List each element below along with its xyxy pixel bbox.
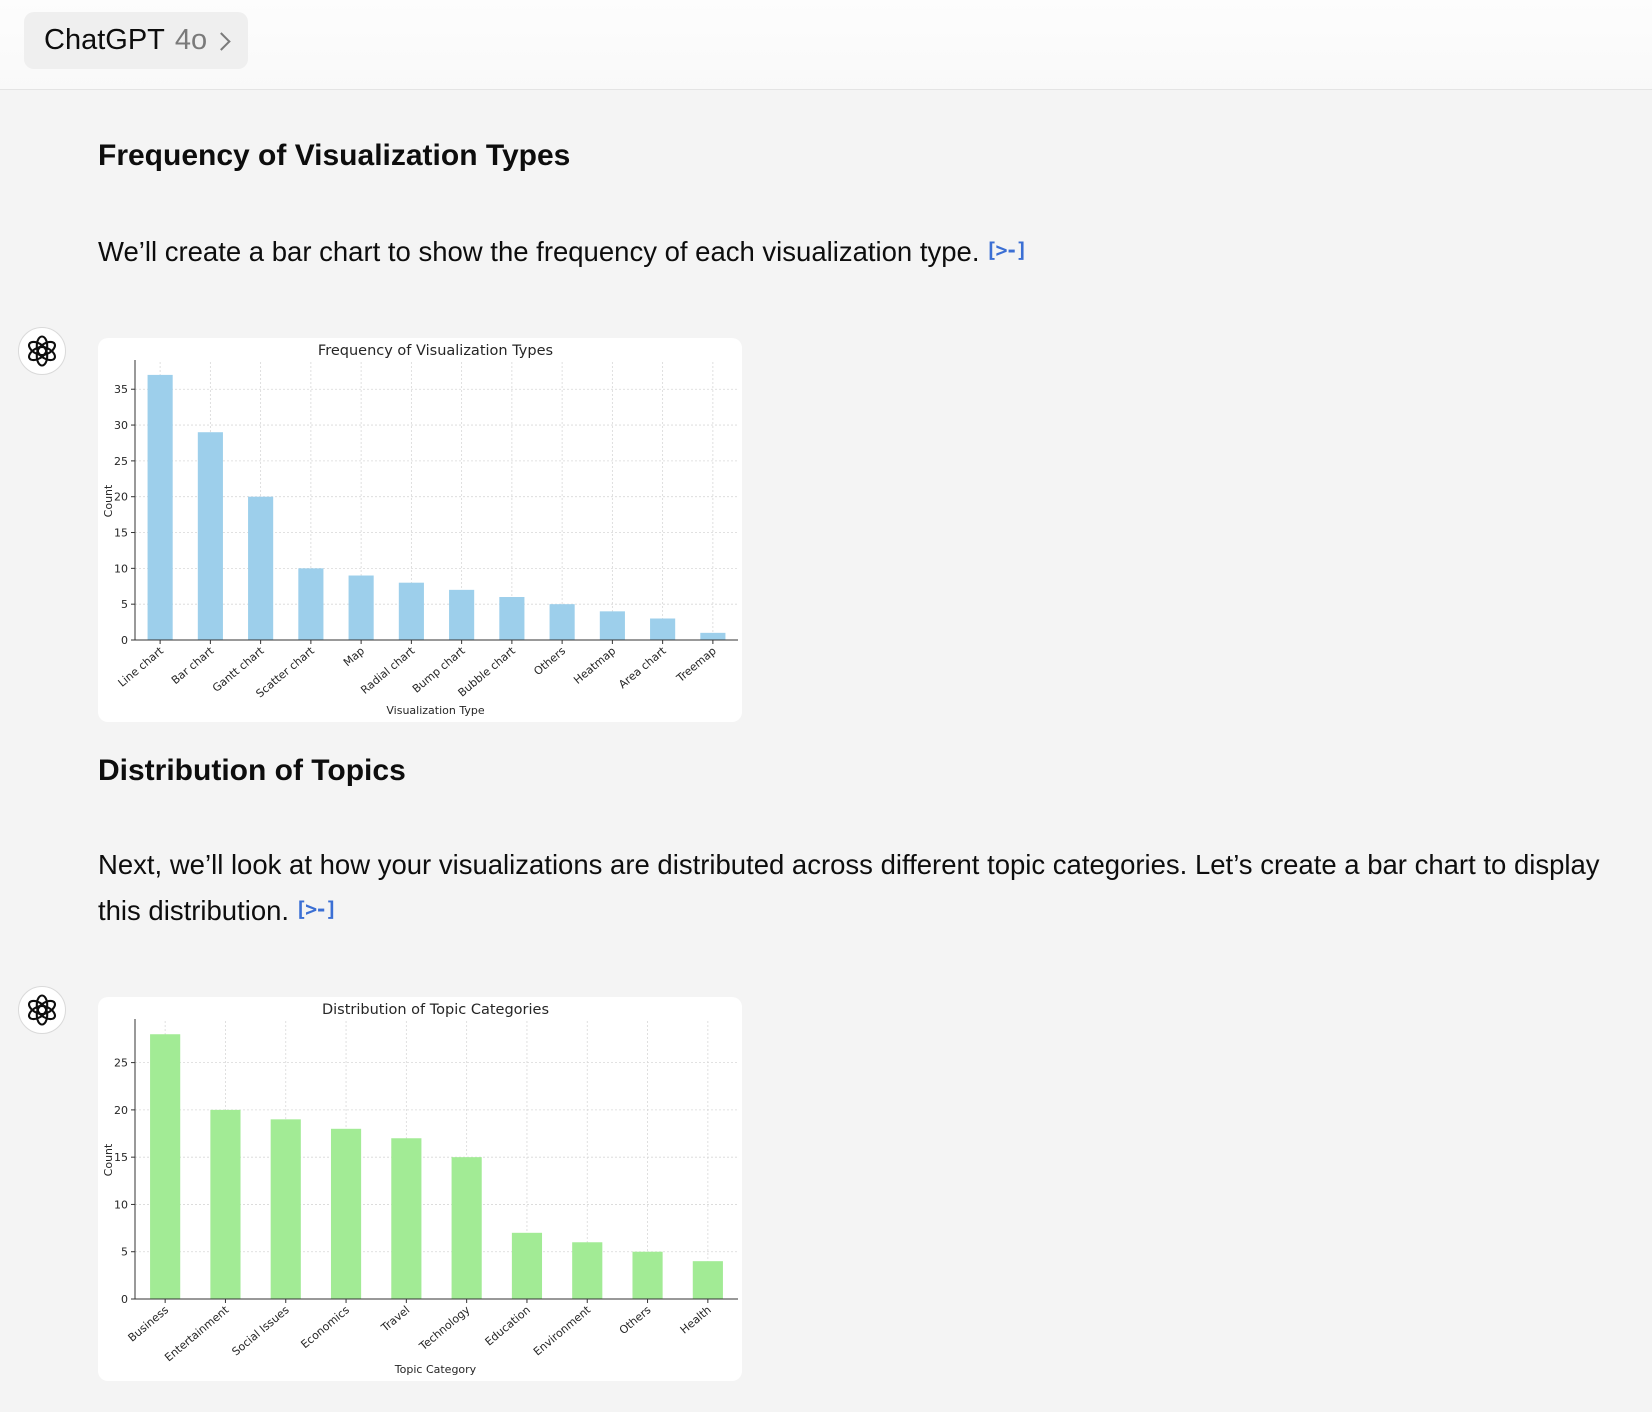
bar-health bbox=[692, 1261, 723, 1299]
bar-map bbox=[348, 575, 374, 640]
bar-bar-chart bbox=[197, 432, 223, 640]
model-version: 4o bbox=[174, 24, 208, 56]
x-tick-label: Travel bbox=[378, 1303, 412, 1335]
top-bar: ChatGPT 4o bbox=[0, 0, 1652, 90]
y-axis-label: Count bbox=[102, 1143, 115, 1176]
y-tick-label: 5 bbox=[121, 1246, 128, 1259]
y-tick-label: 10 bbox=[114, 1198, 128, 1211]
bar-scatter-chart bbox=[298, 568, 324, 640]
x-tick-label: Health bbox=[678, 1303, 714, 1336]
y-tick-label: 35 bbox=[114, 383, 128, 396]
y-tick-label: 20 bbox=[114, 1104, 128, 1117]
model-switcher-button[interactable]: ChatGPT 4o bbox=[24, 12, 249, 69]
x-tick-label: Area chart bbox=[616, 644, 669, 691]
bar-heatmap bbox=[599, 611, 625, 640]
message-paragraph: Next, we’ll look at how your visualizati… bbox=[98, 843, 1628, 933]
x-tick-label: Economics bbox=[298, 1303, 352, 1351]
model-name: ChatGPT bbox=[44, 24, 165, 56]
y-tick-label: 10 bbox=[114, 562, 128, 575]
x-tick-label: Education bbox=[483, 1303, 533, 1348]
x-axis-label: Topic Category bbox=[394, 1363, 477, 1376]
code-interpreter-icon[interactable]: [>-] bbox=[295, 897, 337, 921]
code-interpreter-icon[interactable]: [>-] bbox=[985, 238, 1028, 262]
chart-title: Distribution of Topic Categories bbox=[322, 1002, 549, 1018]
bar-environment bbox=[572, 1242, 603, 1299]
x-tick-label: Line chart bbox=[116, 644, 167, 690]
bar-area-chart bbox=[650, 618, 676, 640]
bar-line-chart bbox=[147, 374, 173, 640]
chart-title: Frequency of Visualization Types bbox=[318, 343, 553, 359]
y-tick-label: 5 bbox=[121, 598, 128, 611]
x-tick-label: Business bbox=[126, 1303, 172, 1344]
x-tick-label: Bar chart bbox=[169, 644, 217, 687]
message-paragraph: We’ll create a bar chart to show the fre… bbox=[98, 228, 1628, 274]
x-tick-label: Heatmap bbox=[571, 644, 618, 686]
bar-travel bbox=[391, 1138, 422, 1299]
y-tick-label: 30 bbox=[114, 419, 128, 432]
x-tick-label: Others bbox=[531, 644, 568, 678]
y-tick-label: 25 bbox=[114, 1057, 128, 1070]
y-tick-label: 15 bbox=[114, 527, 128, 540]
bar-social-issues bbox=[270, 1119, 301, 1299]
openai-logo-icon bbox=[18, 986, 66, 1034]
bar-treemap bbox=[700, 632, 726, 640]
y-axis-label: Count bbox=[102, 484, 115, 517]
message-text: Next, we’ll look at how your visualizati… bbox=[98, 849, 1600, 926]
x-tick-label: Social Issues bbox=[229, 1303, 291, 1358]
section-heading-topics: Distribution of Topics bbox=[98, 754, 406, 787]
bar-others bbox=[549, 604, 575, 640]
x-tick-label: Technology bbox=[416, 1303, 473, 1354]
message-text: We’ll create a bar chart to show the fre… bbox=[98, 236, 980, 267]
x-tick-label: Others bbox=[617, 1303, 654, 1337]
y-tick-label: 0 bbox=[121, 1293, 128, 1306]
x-tick-label: Entertainment bbox=[162, 1303, 232, 1364]
bar-education bbox=[511, 1232, 543, 1299]
bar-economics bbox=[330, 1128, 362, 1299]
x-tick-label: Treemap bbox=[673, 644, 718, 685]
section-heading-visualization-types: Frequency of Visualization Types bbox=[98, 139, 571, 172]
bar-entertainment bbox=[210, 1109, 241, 1299]
openai-logo-icon bbox=[18, 327, 66, 375]
bar-bump-chart bbox=[449, 589, 475, 640]
bar-others bbox=[632, 1251, 663, 1299]
x-tick-label: Environment bbox=[531, 1303, 594, 1359]
bar-gantt-chart bbox=[248, 496, 274, 640]
chart-card-visualization-types[interactable]: 0 5 10 15 20 25 30 35 Line chart Bar chart Gantt c… bbox=[98, 338, 742, 722]
x-axis-label: Visualization Type bbox=[386, 704, 484, 717]
x-tick-label: Map bbox=[341, 644, 367, 669]
bar-business bbox=[150, 1034, 181, 1299]
chevron-right-icon bbox=[212, 31, 231, 51]
y-tick-label: 15 bbox=[114, 1151, 128, 1164]
x-tick-label: Radial chart bbox=[358, 644, 417, 697]
y-tick-label: 20 bbox=[114, 491, 128, 504]
bar-technology bbox=[451, 1157, 482, 1299]
bar-bubble-chart bbox=[499, 597, 525, 640]
chart-card-topic-categories[interactable]: 0 5 10 15 20 25 Business Entertainment Social Is… bbox=[98, 997, 742, 1381]
y-tick-label: 25 bbox=[114, 455, 128, 468]
y-tick-label: 0 bbox=[121, 634, 128, 647]
bar-radial-chart bbox=[398, 582, 424, 640]
